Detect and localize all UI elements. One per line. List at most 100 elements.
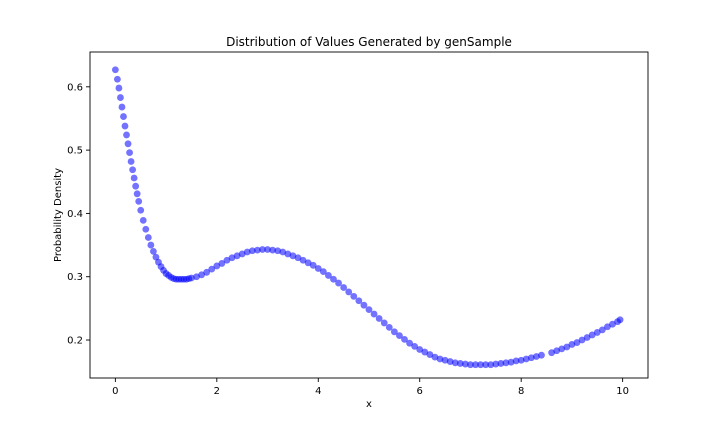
data-point — [218, 260, 226, 267]
y-axis-label: Probability Density — [53, 168, 64, 262]
data-point — [477, 361, 484, 369]
data-point — [345, 288, 353, 296]
data-point — [406, 339, 413, 347]
data-point — [147, 241, 155, 249]
data-point — [497, 360, 505, 367]
data-point — [609, 320, 616, 328]
data-point — [299, 256, 307, 264]
data-point — [538, 351, 545, 359]
data-point — [421, 348, 429, 356]
data-point — [355, 297, 363, 305]
data-point — [583, 334, 591, 341]
x-axis: 0 2 4 6 8 10 — [112, 378, 629, 397]
x-tick-label: 2 — [214, 386, 220, 397]
data-point — [411, 342, 419, 350]
data-point — [129, 166, 137, 174]
y-tick-label: 0.2 — [67, 336, 83, 347]
data-point — [150, 248, 157, 255]
y-tick-label: 0.3 — [67, 272, 83, 283]
data-point — [127, 158, 135, 165]
data-point — [223, 256, 231, 264]
data-point — [188, 274, 195, 282]
data-point — [492, 360, 500, 368]
data-point — [130, 174, 138, 182]
data-point — [573, 339, 581, 346]
data-point — [259, 246, 266, 253]
data-point — [365, 306, 373, 314]
data-point — [330, 275, 337, 283]
data-point — [451, 359, 459, 367]
data-point — [578, 336, 586, 344]
x-axis-label: x — [366, 399, 372, 410]
data-point — [588, 331, 596, 339]
x-tick-label: 8 — [518, 386, 524, 397]
y-tick-label: 0.5 — [67, 146, 83, 157]
data-point — [563, 343, 571, 351]
data-point — [123, 131, 130, 139]
data-point — [142, 225, 150, 233]
data-point — [213, 262, 221, 270]
data-point — [314, 265, 322, 272]
data-point — [120, 113, 127, 120]
data-point — [254, 246, 261, 254]
data-point — [360, 301, 368, 309]
data-point — [487, 361, 495, 369]
y-tick-label: 0.4 — [67, 209, 83, 220]
data-point — [604, 323, 611, 331]
data-point — [269, 246, 277, 254]
data-point — [380, 319, 388, 327]
data-point — [144, 234, 152, 241]
data-point — [598, 326, 606, 334]
data-point — [593, 329, 601, 336]
data-point — [522, 355, 530, 363]
data-point — [335, 279, 342, 287]
data-point — [340, 284, 348, 291]
data-point — [375, 315, 383, 322]
data-point — [115, 84, 123, 92]
data-point — [309, 261, 317, 269]
data-point — [446, 358, 454, 365]
plot-frame — [89, 51, 649, 379]
data-point — [401, 335, 408, 343]
data-point — [416, 346, 424, 353]
data-point — [208, 265, 216, 273]
data-point — [304, 259, 312, 267]
data-point — [132, 182, 140, 190]
data-point — [319, 268, 327, 276]
data-point — [390, 328, 398, 336]
data-points — [111, 66, 624, 369]
data-point — [385, 323, 393, 331]
data-point — [137, 206, 145, 214]
data-point — [126, 149, 133, 157]
data-point — [350, 292, 358, 300]
data-point — [139, 216, 147, 224]
data-point — [118, 103, 126, 111]
data-point — [396, 332, 403, 339]
data-point — [135, 197, 143, 205]
data-point — [294, 254, 302, 262]
data-point — [325, 272, 332, 279]
x-tick-label: 4 — [315, 386, 321, 397]
data-point — [467, 361, 474, 369]
data-point — [203, 268, 211, 276]
data-point — [243, 248, 251, 256]
data-point — [426, 351, 434, 358]
y-axis: 0.2 0.3 0.4 0.5 0.6 — [67, 82, 90, 347]
data-point — [152, 253, 160, 261]
data-point — [502, 359, 510, 367]
data-point — [616, 316, 624, 324]
x-tick-label: 0 — [112, 386, 118, 397]
x-tick-label: 6 — [417, 386, 423, 397]
chart-title: Distribution of Values Generated by genS… — [226, 35, 512, 49]
data-point — [121, 122, 129, 130]
data-point — [133, 190, 141, 198]
data-point — [111, 66, 119, 74]
data-point — [482, 361, 490, 369]
data-point — [370, 310, 378, 318]
data-point — [198, 271, 206, 279]
data-point — [472, 361, 479, 369]
data-point — [264, 246, 271, 253]
data-point — [117, 94, 124, 101]
data-point — [461, 360, 469, 368]
